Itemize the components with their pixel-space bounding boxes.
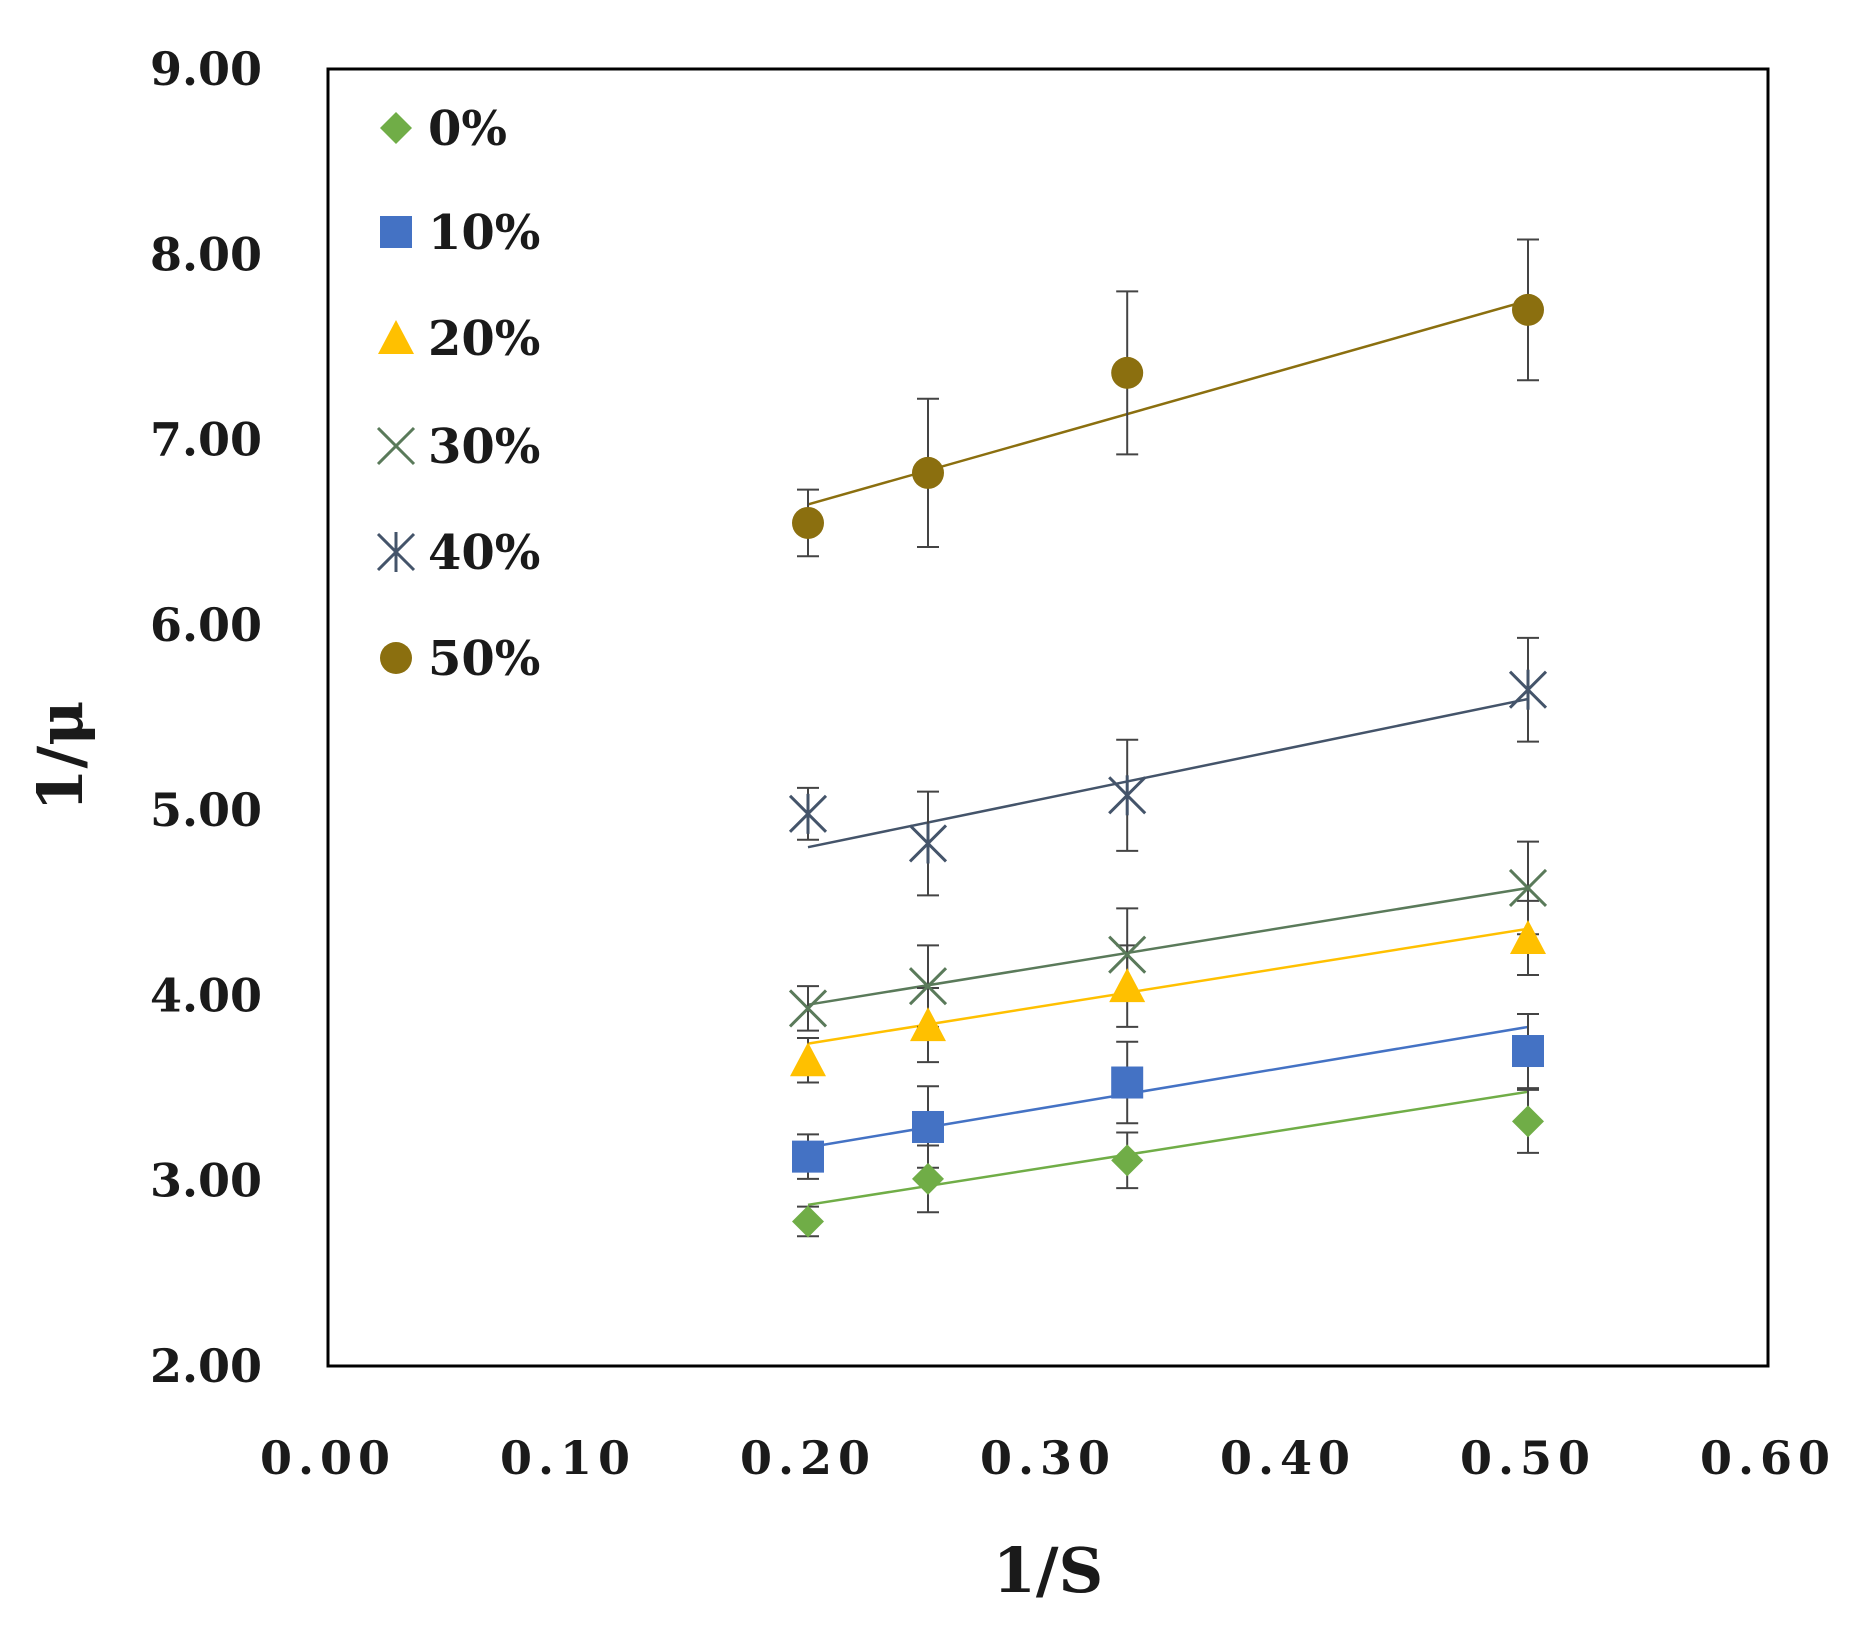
legend-item: 40% bbox=[376, 525, 540, 581]
y-tick-label: 4.00 bbox=[150, 968, 262, 1022]
y-axis-ticks: 2.00 3.00 4.00 5.00 6.00 7.00 8.00 9.00 bbox=[150, 42, 262, 1393]
legend-item: 30% bbox=[376, 419, 540, 475]
legend-label: 50% bbox=[428, 631, 540, 687]
data-point-30% bbox=[788, 989, 828, 1028]
data-point-50% bbox=[792, 506, 824, 539]
data-point-30% bbox=[1108, 935, 1147, 974]
y-tick-label: 9.00 bbox=[150, 42, 262, 96]
x-axis-title: 1/S bbox=[993, 1534, 1104, 1607]
data-points bbox=[788, 293, 1548, 1238]
y-axis-title: 1/μ bbox=[24, 700, 97, 811]
legend-marker-0% bbox=[380, 112, 412, 144]
legend-item: 20% bbox=[378, 311, 540, 367]
data-point-20% bbox=[1510, 919, 1546, 954]
y-tick-label: 3.00 bbox=[150, 1154, 262, 1208]
data-point-30% bbox=[1508, 868, 1548, 908]
data-point-10% bbox=[792, 1140, 824, 1173]
legend-marker-40% bbox=[376, 532, 416, 572]
legend-label: 30% bbox=[428, 419, 540, 475]
data-point-40% bbox=[908, 823, 948, 864]
x-tick-label: 0.10 bbox=[500, 1431, 636, 1485]
legend-label: 10% bbox=[428, 205, 540, 261]
data-point-40% bbox=[1108, 775, 1147, 816]
plot-area bbox=[326, 67, 1770, 1368]
legend-item: 0% bbox=[380, 101, 507, 157]
legend-marker-50% bbox=[380, 642, 412, 674]
x-tick-label: 0.40 bbox=[1220, 1431, 1356, 1485]
x-tick-label: 0.60 bbox=[1700, 1431, 1836, 1485]
data-point-0% bbox=[1512, 1105, 1544, 1138]
legend-label: 20% bbox=[428, 311, 540, 367]
x-tick-label: 0.00 bbox=[260, 1431, 396, 1485]
x-tick-label: 0.30 bbox=[980, 1431, 1116, 1485]
data-point-50% bbox=[912, 456, 944, 489]
legend-label: 40% bbox=[428, 525, 540, 581]
data-point-10% bbox=[912, 1110, 944, 1143]
data-point-30% bbox=[908, 967, 948, 1006]
legend-marker-10% bbox=[380, 216, 412, 248]
y-tick-label: 8.00 bbox=[150, 227, 262, 281]
y-tick-label: 6.00 bbox=[150, 598, 262, 652]
data-point-0% bbox=[1111, 1144, 1144, 1177]
legend-item: 50% bbox=[380, 631, 540, 687]
y-tick-label: 7.00 bbox=[150, 413, 262, 467]
legend-label: 0% bbox=[428, 101, 507, 157]
y-tick-label: 2.00 bbox=[150, 1339, 262, 1393]
data-point-40% bbox=[788, 793, 828, 834]
y-tick-label: 5.00 bbox=[150, 783, 262, 837]
legend-item: 10% bbox=[380, 205, 540, 261]
data-point-20% bbox=[1109, 968, 1146, 1003]
data-point-40% bbox=[1508, 669, 1548, 710]
legend-marker-30% bbox=[376, 426, 416, 466]
data-point-50% bbox=[1111, 356, 1144, 389]
data-point-0% bbox=[792, 1205, 824, 1238]
x-tick-label: 0.50 bbox=[1460, 1431, 1596, 1485]
data-point-20% bbox=[910, 1007, 946, 1042]
data-point-20% bbox=[790, 1042, 826, 1077]
data-point-10% bbox=[1512, 1035, 1544, 1068]
data-point-0% bbox=[912, 1162, 944, 1195]
x-tick-label: 0.20 bbox=[740, 1431, 876, 1485]
legend-marker-20% bbox=[378, 320, 414, 354]
x-axis-ticks: 0.00 0.10 0.20 0.30 0.40 0.50 0.60 bbox=[260, 1431, 1836, 1485]
data-point-50% bbox=[1512, 293, 1544, 326]
legend: 0% 10% 20% 30% 40% 50% bbox=[376, 101, 540, 687]
data-point-10% bbox=[1111, 1066, 1144, 1099]
